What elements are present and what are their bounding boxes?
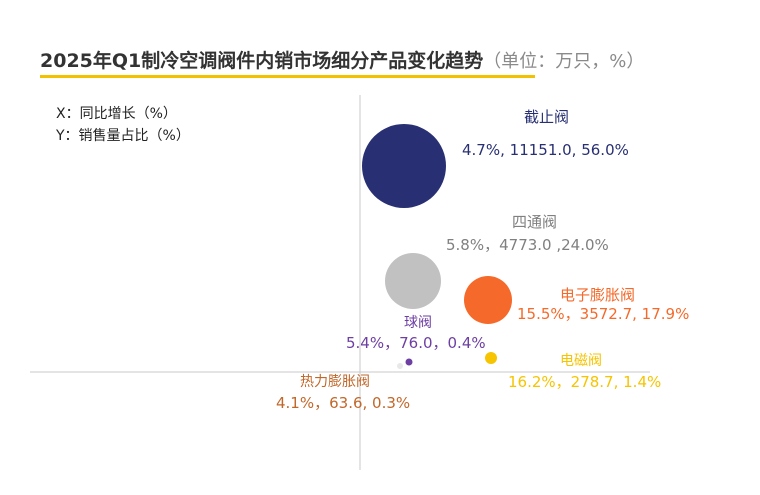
bubble-name-label: 热力膨胀阀: [300, 374, 370, 390]
bubble-3: [464, 276, 512, 324]
y-axis-note: Y：销售量占比（%）: [56, 128, 190, 144]
bubble-value-label: 15.5%，3572.7, 17.9%: [517, 305, 690, 323]
bubble-value-label: 5.8%，4773.0 ,24.0%: [446, 236, 609, 254]
chart-title: 2025年Q1制冷空调阀件内销市场细分产品变化趋势（单位：万只，%）: [40, 46, 644, 73]
bubble-name-label: 电磁阀: [560, 353, 602, 369]
bubble-name-label: 球阀: [404, 315, 432, 331]
chart-title-unit: （单位：万只，%）: [483, 51, 645, 72]
x-axis-note: X：同比增长（%）: [56, 106, 177, 122]
bubble-value-label: 16.2%，278.7, 1.4%: [508, 373, 662, 391]
bubble-value-label: 4.1%，63.6, 0.3%: [276, 394, 411, 412]
chart-title-main: 2025年Q1制冷空调阀件内销市场细分产品变化趋势: [40, 50, 484, 72]
bubble-name-label: 四通阀: [512, 213, 558, 231]
bubble-name-label: 截止阀: [524, 108, 570, 126]
bubbles: [362, 124, 512, 369]
bubble-value-label: 5.4%，76.0，0.4%: [346, 334, 486, 352]
bubble-5: [485, 352, 497, 364]
bubble-value-label: 4.7%, 11151.0, 56.0%: [462, 141, 629, 159]
bubble-4: [405, 358, 413, 366]
bubble-6: [397, 363, 403, 369]
bubble-1: [362, 124, 446, 208]
bubble-2: [385, 253, 441, 309]
title-underline: [40, 75, 535, 78]
bubble-name-label: 电子膨胀阀: [560, 286, 636, 304]
